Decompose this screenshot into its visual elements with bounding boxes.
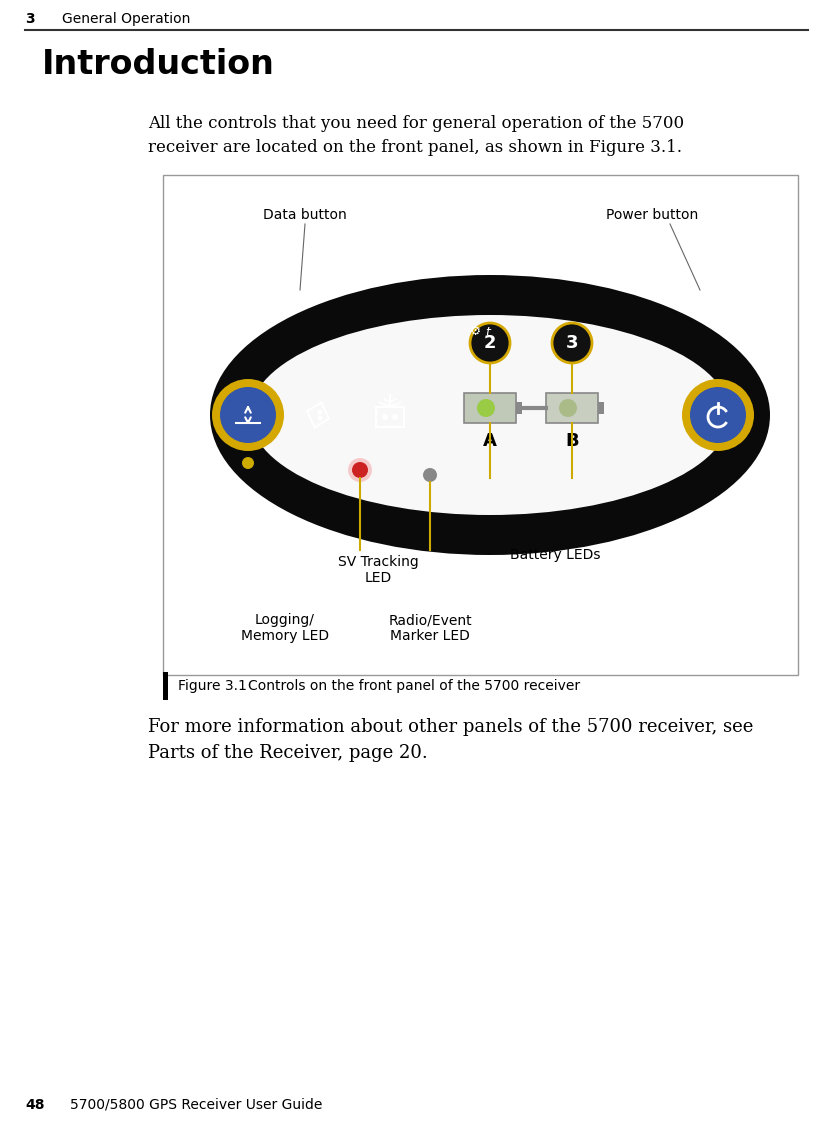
Text: All the controls that you need for general operation of the 5700
receiver are lo: All the controls that you need for gener… bbox=[148, 115, 684, 156]
Circle shape bbox=[242, 457, 254, 469]
Bar bbox=[163, 671, 168, 700]
Circle shape bbox=[317, 409, 322, 415]
Text: Figure 3.1: Figure 3.1 bbox=[178, 679, 247, 693]
Text: SV Tracking
LED: SV Tracking LED bbox=[337, 555, 418, 585]
Text: 2: 2 bbox=[484, 334, 496, 352]
Text: B: B bbox=[565, 432, 579, 450]
Bar bbox=[598, 402, 604, 414]
Text: 3: 3 bbox=[25, 12, 35, 26]
Text: 48: 48 bbox=[25, 1097, 44, 1112]
FancyBboxPatch shape bbox=[464, 393, 516, 423]
Circle shape bbox=[220, 387, 276, 443]
Text: Battery LEDs: Battery LEDs bbox=[510, 548, 601, 562]
Circle shape bbox=[682, 379, 754, 451]
Circle shape bbox=[348, 458, 372, 482]
Circle shape bbox=[552, 323, 592, 363]
Text: General Operation: General Operation bbox=[62, 12, 191, 26]
Circle shape bbox=[423, 467, 437, 482]
Circle shape bbox=[477, 399, 495, 417]
Circle shape bbox=[470, 323, 510, 363]
FancyBboxPatch shape bbox=[163, 175, 798, 675]
Ellipse shape bbox=[250, 315, 730, 515]
Text: For more information about other panels of the 5700 receiver, see
Parts of the R: For more information about other panels … bbox=[148, 717, 753, 762]
Text: Logging/
Memory LED: Logging/ Memory LED bbox=[241, 613, 329, 643]
FancyBboxPatch shape bbox=[546, 393, 598, 423]
Circle shape bbox=[382, 414, 388, 420]
Text: 3: 3 bbox=[566, 334, 578, 352]
Text: 5700/5800 GPS Receiver User Guide: 5700/5800 GPS Receiver User Guide bbox=[70, 1097, 322, 1112]
Circle shape bbox=[559, 399, 577, 417]
Text: t: t bbox=[485, 325, 490, 339]
Ellipse shape bbox=[210, 275, 770, 555]
Circle shape bbox=[352, 462, 368, 478]
Circle shape bbox=[212, 379, 284, 451]
Bar bbox=[516, 402, 522, 414]
Text: Data button: Data button bbox=[263, 209, 347, 222]
Text: Controls on the front panel of the 5700 receiver: Controls on the front panel of the 5700 … bbox=[248, 679, 580, 693]
Circle shape bbox=[392, 414, 398, 420]
Circle shape bbox=[317, 416, 322, 420]
Circle shape bbox=[690, 387, 746, 443]
Text: Power button: Power button bbox=[606, 209, 698, 222]
Text: Radio/Event
Marker LED: Radio/Event Marker LED bbox=[388, 613, 471, 643]
Text: ⚙: ⚙ bbox=[469, 324, 481, 337]
Text: Introduction: Introduction bbox=[42, 48, 275, 81]
Text: A: A bbox=[483, 432, 497, 450]
